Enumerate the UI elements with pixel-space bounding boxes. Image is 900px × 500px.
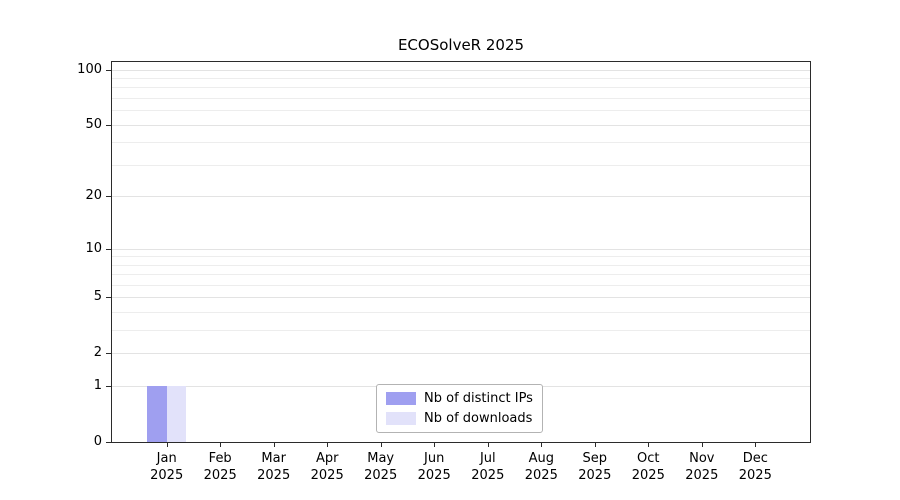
y-axis-tick (106, 297, 111, 299)
gridline-major (112, 196, 810, 198)
y-axis-tick (106, 124, 111, 126)
y-axis-tick (106, 248, 111, 250)
legend-item-downloads: Nb of downloads (386, 411, 533, 426)
gridline-minor (112, 312, 810, 314)
x-axis-tick (220, 443, 222, 447)
gridline-major (112, 69, 810, 71)
x-axis-tick (380, 443, 382, 447)
x-tick-label: Dec 2025 (723, 450, 787, 484)
y-axis-tick (106, 196, 111, 198)
legend-label-downloads: Nb of downloads (424, 411, 533, 426)
gridline-major (112, 353, 810, 355)
gridline-minor (112, 78, 810, 79)
gridline-major (112, 124, 810, 126)
x-axis-tick (166, 443, 168, 447)
y-tick-label: 20 (85, 188, 102, 204)
x-tick-year-label: 2025 (203, 468, 237, 483)
x-tick-year-label: 2025 (364, 468, 398, 483)
y-axis-tick (106, 442, 111, 443)
gridline-minor (112, 285, 810, 286)
x-tick-label: Mar 2025 (242, 450, 306, 484)
gridline-major (112, 248, 810, 250)
gridline-minor (112, 164, 810, 166)
x-axis-tick (541, 443, 543, 447)
legend-swatch-downloads (386, 412, 416, 425)
y-tick-label: 1 (93, 378, 102, 394)
x-tick-year-label: 2025 (524, 468, 558, 483)
gridline-minor (112, 98, 810, 100)
x-axis-tick (487, 443, 489, 447)
chart-title: ECOSolveR 2025 (397, 36, 525, 54)
plot-area: Nb of distinct IPs Nb of downloads 0 1 2 5 1… (77, 61, 811, 483)
x-tick-label: Jun 2025 (402, 450, 466, 484)
x-tick-label: Sep 2025 (563, 450, 627, 484)
x-axis-tick (434, 443, 436, 447)
y-tick-label: 50 (85, 116, 102, 132)
gridline-minor (112, 142, 810, 144)
gridline-minor (112, 110, 810, 112)
x-tick-label: Aug 2025 (509, 450, 573, 484)
x-tick-year-label: 2025 (631, 468, 665, 483)
y-axis-tick (106, 386, 111, 388)
gridline-minor (112, 274, 810, 276)
gridline-minor (112, 264, 810, 266)
bar-distinct-ips (146, 386, 167, 442)
gridline-minor (112, 330, 810, 332)
x-tick-label: Apr 2025 (295, 450, 359, 484)
y-tick-label: 10 (85, 240, 102, 256)
x-tick-label: Nov 2025 (670, 450, 734, 484)
x-tick-year-label: 2025 (578, 468, 612, 483)
x-tick-year-label: 2025 (257, 468, 291, 483)
legend-item-distinct-ips: Nb of distinct IPs (386, 391, 533, 406)
legend-swatch-distinct-ips (386, 392, 416, 405)
legend-label-distinct-ips: Nb of distinct IPs (424, 391, 533, 406)
x-tick-year-label: 2025 (417, 468, 451, 483)
y-axis-tick (106, 69, 111, 71)
x-axis-tick (648, 443, 650, 447)
x-tick-label: Jul 2025 (456, 450, 520, 484)
x-axis-tick (594, 443, 596, 447)
x-axis-tick (701, 443, 703, 447)
y-tick-label: 0 (93, 434, 102, 449)
x-tick-label: Jan 2025 (135, 450, 199, 484)
x-tick-label: Oct 2025 (616, 450, 680, 484)
x-tick-year-label: 2025 (310, 468, 344, 483)
gridline-minor (112, 87, 810, 89)
x-axis-tick (273, 443, 275, 447)
x-tick-label: Feb 2025 (188, 450, 252, 484)
gridline-minor (112, 256, 810, 258)
x-tick-year-label: 2025 (685, 468, 719, 483)
x-tick-year-label: 2025 (738, 468, 772, 483)
x-axis-tick (327, 443, 329, 447)
y-tick-label: 100 (77, 61, 102, 77)
bar-downloads (166, 386, 187, 442)
x-tick-year-label: 2025 (471, 468, 505, 483)
legend: Nb of distinct IPs Nb of downloads (376, 384, 543, 433)
x-tick-label: May 2025 (349, 450, 413, 484)
gridline-major (112, 297, 810, 299)
y-axis-tick (106, 353, 111, 355)
y-tick-label: 5 (93, 289, 102, 305)
x-axis-tick (755, 443, 757, 447)
y-tick-label: 2 (93, 345, 102, 361)
x-tick-year-label: 2025 (150, 468, 184, 483)
